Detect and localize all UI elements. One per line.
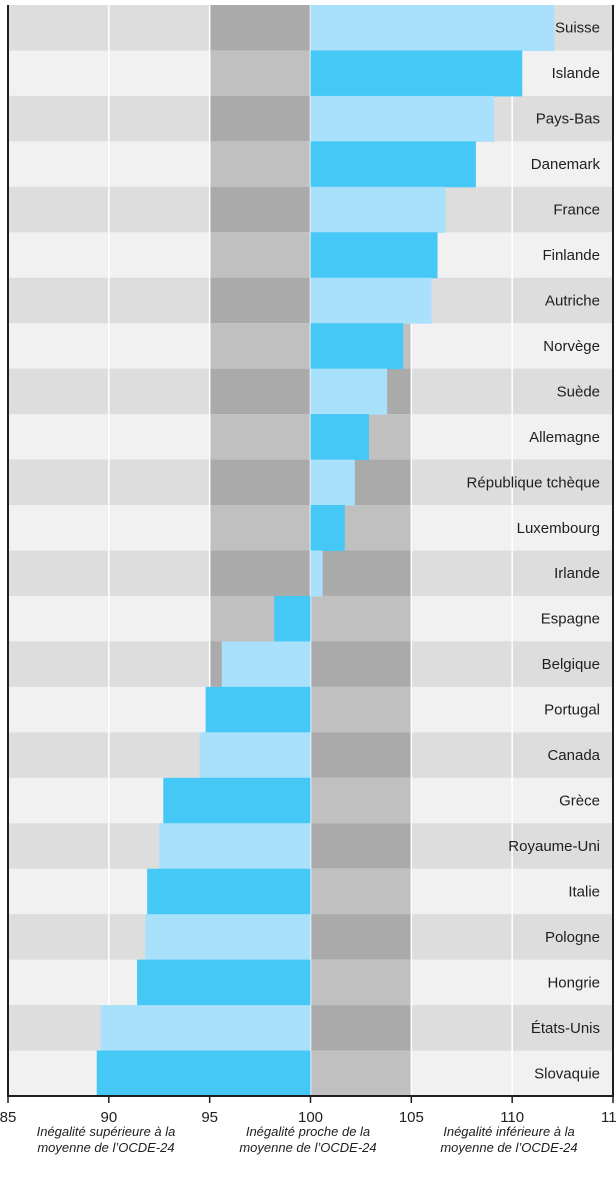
country-label: Pays-Bas <box>536 111 600 128</box>
bar-Suisse <box>310 5 555 51</box>
bar-Finlande <box>310 232 438 279</box>
bar-République tchèque <box>310 459 355 506</box>
x-tick-label: 110 <box>500 1109 524 1126</box>
country-label: Slovaquie <box>534 1065 600 1082</box>
country-label: Canada <box>547 747 600 764</box>
bar-Belgique <box>221 641 311 688</box>
bar-Autriche <box>310 277 432 324</box>
country-label: Grèce <box>559 793 600 810</box>
bars <box>96 5 555 1097</box>
bar-France <box>310 186 446 233</box>
bar-Irlande <box>310 550 323 597</box>
bar-Grèce <box>163 777 311 824</box>
bar-Canada <box>199 732 311 779</box>
bar-Luxembourg <box>310 505 345 551</box>
country-label: Italie <box>568 883 600 900</box>
country-label: Pologne <box>545 929 600 946</box>
country-label: France <box>553 202 600 219</box>
x-tick-label: 95 <box>201 1109 218 1126</box>
bar-Espagne <box>274 595 311 642</box>
bar-Danemark <box>310 141 476 188</box>
x-tick-label: 115 <box>601 1109 616 1126</box>
country-label: Finlande <box>542 247 600 264</box>
bar-Norvège <box>310 323 404 370</box>
x-tick-label: 100 <box>298 1109 323 1126</box>
bar-Italie <box>147 868 311 915</box>
x-tick-label: 90 <box>100 1109 117 1126</box>
zone-label-higher: Inégalité supérieure à la moyenne de l’O… <box>36 1124 176 1155</box>
country-label: Royaume-Uni <box>508 838 600 855</box>
bar-Pologne <box>145 914 311 961</box>
bar-Portugal <box>205 686 311 733</box>
bar-Hongrie <box>137 959 311 1006</box>
country-label: Suisse <box>555 20 600 37</box>
x-tick-label: 85 <box>0 1109 16 1126</box>
country-labels: Suisse Islande Pays-Bas Danemark France Finla… <box>467 20 601 1083</box>
country-label: Islande <box>552 65 600 82</box>
zone-label-lower: Inégalité inférieure à la moyenne de l’O… <box>440 1124 578 1155</box>
bar-Royaume-Uni <box>159 823 311 870</box>
country-label: Suède <box>557 383 600 400</box>
country-label: Portugal <box>544 702 600 719</box>
country-label: Espagne <box>541 611 600 628</box>
axes: 85 90 95 100 105 110 115 <box>0 5 616 1126</box>
bar-Slovaquie <box>96 1050 311 1097</box>
country-label: Danemark <box>531 156 601 173</box>
country-label: Belgique <box>542 656 600 673</box>
bar-Suède <box>310 368 388 415</box>
bar-États-Unis <box>100 1005 311 1052</box>
country-label: République tchèque <box>467 474 600 491</box>
zone-label-near: Inégalité proche de la moyenne de l’OCDE… <box>239 1124 377 1155</box>
country-label: Norvège <box>543 338 600 355</box>
country-label: États-Unis <box>531 1020 600 1037</box>
country-label: Allemagne <box>529 429 600 446</box>
bar-Islande <box>310 50 523 97</box>
country-label: Hongrie <box>547 974 600 991</box>
bar-Pays-Bas <box>310 95 495 142</box>
country-label: Luxembourg <box>517 520 600 537</box>
x-tick-label: 105 <box>399 1109 424 1126</box>
bar-Allemagne <box>310 414 369 461</box>
country-label: Autriche <box>545 292 600 309</box>
country-label: Irlande <box>554 565 600 582</box>
